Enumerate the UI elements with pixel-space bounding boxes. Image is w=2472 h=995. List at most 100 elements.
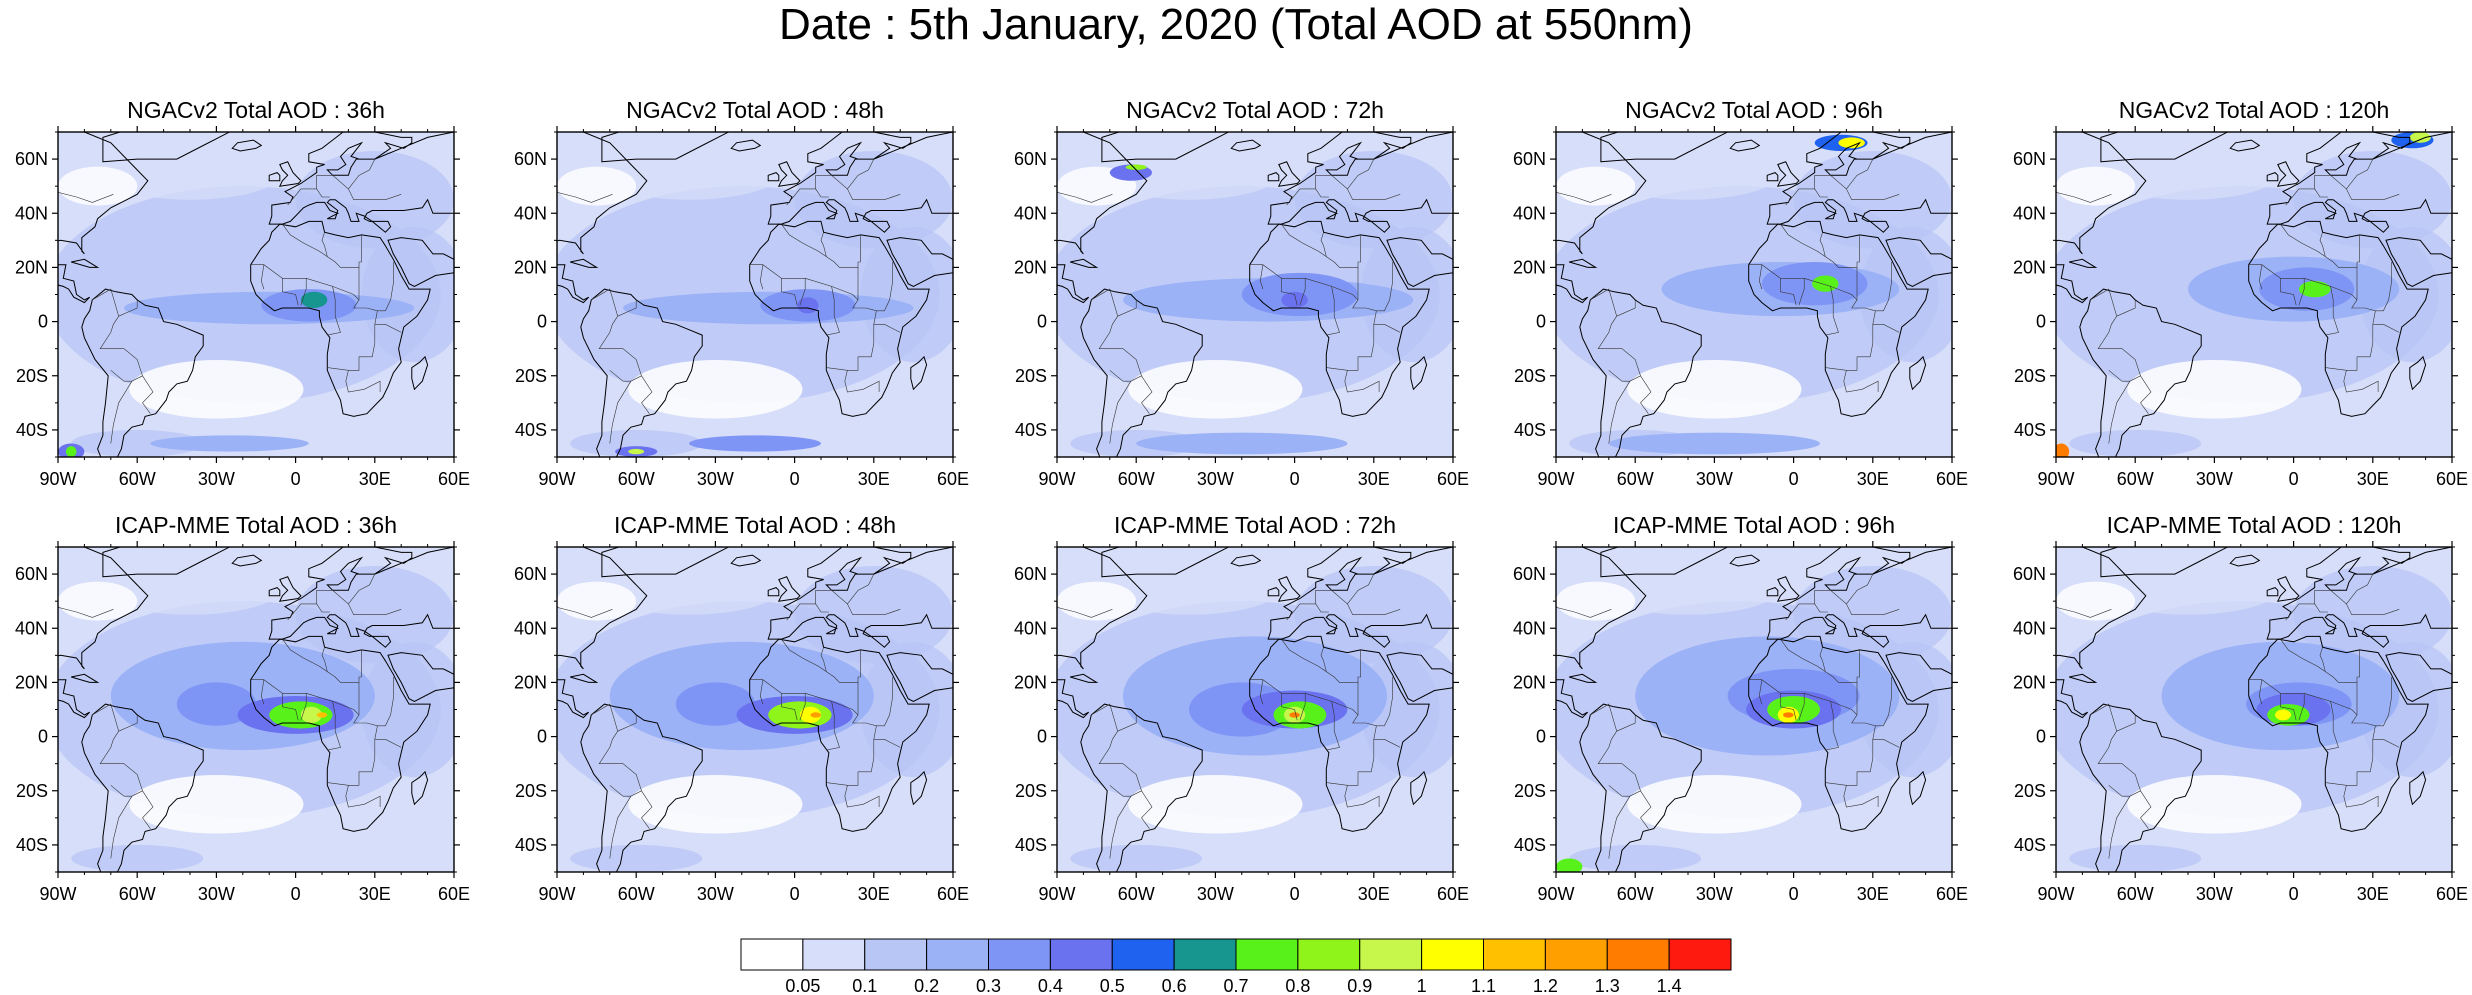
country-border (1780, 638, 1860, 683)
country-border (1872, 725, 1900, 748)
lon-tick-label: 60E (2436, 884, 2468, 904)
country-border (2140, 375, 2152, 414)
lat-tick-label: 60N (514, 564, 547, 584)
country-border (250, 264, 299, 306)
map-panel: ICAP-MME Total AOD : 36h 90W 60W 30W 0 30E 60E… (0, 512, 470, 904)
coastline (1101, 132, 1230, 163)
country-border (327, 367, 349, 371)
aod-clean-region (2127, 360, 2302, 419)
country-border (0, 647, 39, 666)
coastline (2409, 355, 2427, 391)
country-border (118, 714, 138, 732)
coastline (102, 547, 231, 578)
country-border (873, 310, 901, 333)
lon-tick-label: 30W (2196, 469, 2233, 489)
coastline (1766, 172, 1779, 182)
coastline (268, 587, 281, 597)
aod-region (71, 844, 204, 872)
lon-tick-label: 0 (291, 884, 301, 904)
lat-tick-label: 20S (16, 781, 48, 801)
lat-tick-label: 40N (514, 618, 547, 638)
coastline (767, 132, 953, 233)
country-border (826, 782, 848, 786)
coastline (2248, 635, 2429, 832)
lon-tick-label: 90W (538, 469, 575, 489)
lat-tick-label: 20N (1513, 672, 1546, 692)
lon-tick-label: 30W (198, 884, 235, 904)
lon-tick-label: 0 (1789, 884, 1799, 904)
country-border (1846, 158, 1874, 190)
country-border (1819, 232, 1826, 257)
coastline (580, 288, 703, 457)
country-border (282, 223, 362, 268)
coastline (2056, 547, 2147, 719)
colorbar-swatch (1297, 938, 1361, 971)
colorbar-swatch (1483, 938, 1546, 971)
lon-tick-label: 90W (39, 884, 76, 904)
coastline (278, 576, 302, 602)
lon-tick-label: 60W (618, 469, 655, 489)
coastline (2276, 576, 2300, 602)
country-border (1249, 679, 1298, 721)
coastline (777, 576, 801, 602)
colorbar-label: 0.05 (785, 976, 820, 995)
lon-tick-label: 30E (359, 884, 391, 904)
lat-tick-label: 0 (1536, 312, 1546, 332)
lat-tick-label: 20S (16, 366, 48, 386)
country-border (1347, 158, 1375, 190)
lat-tick-label: 0 (1536, 727, 1546, 747)
lon-tick-label: 0 (790, 884, 800, 904)
lat-tick-label: 0 (537, 727, 547, 747)
country-border (348, 158, 376, 190)
coastline (2056, 132, 2147, 304)
country-border (2280, 223, 2360, 268)
country-border (2298, 693, 2305, 721)
aod-plume (150, 435, 309, 452)
country-border (641, 790, 653, 829)
country-border (1286, 589, 1401, 621)
lat-tick-label: 0 (537, 312, 547, 332)
panel-title: NGACv2 Total AOD : 72h (1126, 97, 1384, 123)
coastline (1386, 237, 1453, 287)
aod-field (58, 132, 454, 457)
lat-tick-label: 40S (1514, 420, 1546, 440)
aod-clean-region (1627, 775, 1802, 834)
coastline (1569, 258, 1598, 268)
coastline (557, 132, 648, 304)
colorbar-label: 1.2 (1533, 976, 1558, 995)
lon-tick-label: 60E (2436, 469, 2468, 489)
coastline (730, 139, 762, 152)
country-border (2346, 158, 2374, 190)
aod-region (71, 429, 204, 457)
country-border (1758, 679, 1763, 705)
lat-tick-label: 40N (1014, 203, 1047, 223)
country-border (1748, 679, 1797, 721)
coastline (1277, 161, 1301, 187)
coastline (102, 132, 231, 163)
coastline (1556, 132, 1647, 304)
lat-tick-label: 40S (1015, 420, 1047, 440)
coastline (1748, 220, 1929, 417)
country-border (1057, 191, 1113, 203)
lon-tick-label: 0 (1789, 469, 1799, 489)
coastline (767, 547, 953, 648)
colorbar-label: 0.4 (1038, 976, 1063, 995)
country-border (348, 573, 376, 605)
country-border (1814, 188, 1828, 198)
country-border (2140, 790, 2152, 829)
country-border (2330, 701, 2358, 716)
colorbar-swatch (926, 938, 989, 971)
coastline (1579, 703, 1702, 872)
coastline (767, 587, 780, 597)
country-border (260, 264, 265, 290)
coastline (1070, 258, 1099, 268)
coastline (767, 172, 780, 182)
country-border (1872, 310, 1900, 333)
country-border (2116, 714, 2136, 732)
lat-tick-label: 20S (1514, 781, 1546, 801)
aod-region (1859, 226, 1952, 363)
lat-tick-label: 60N (15, 149, 48, 169)
aod-plume (1783, 712, 1794, 718)
aod-clean-region (58, 581, 138, 621)
coastline (1230, 554, 1262, 567)
